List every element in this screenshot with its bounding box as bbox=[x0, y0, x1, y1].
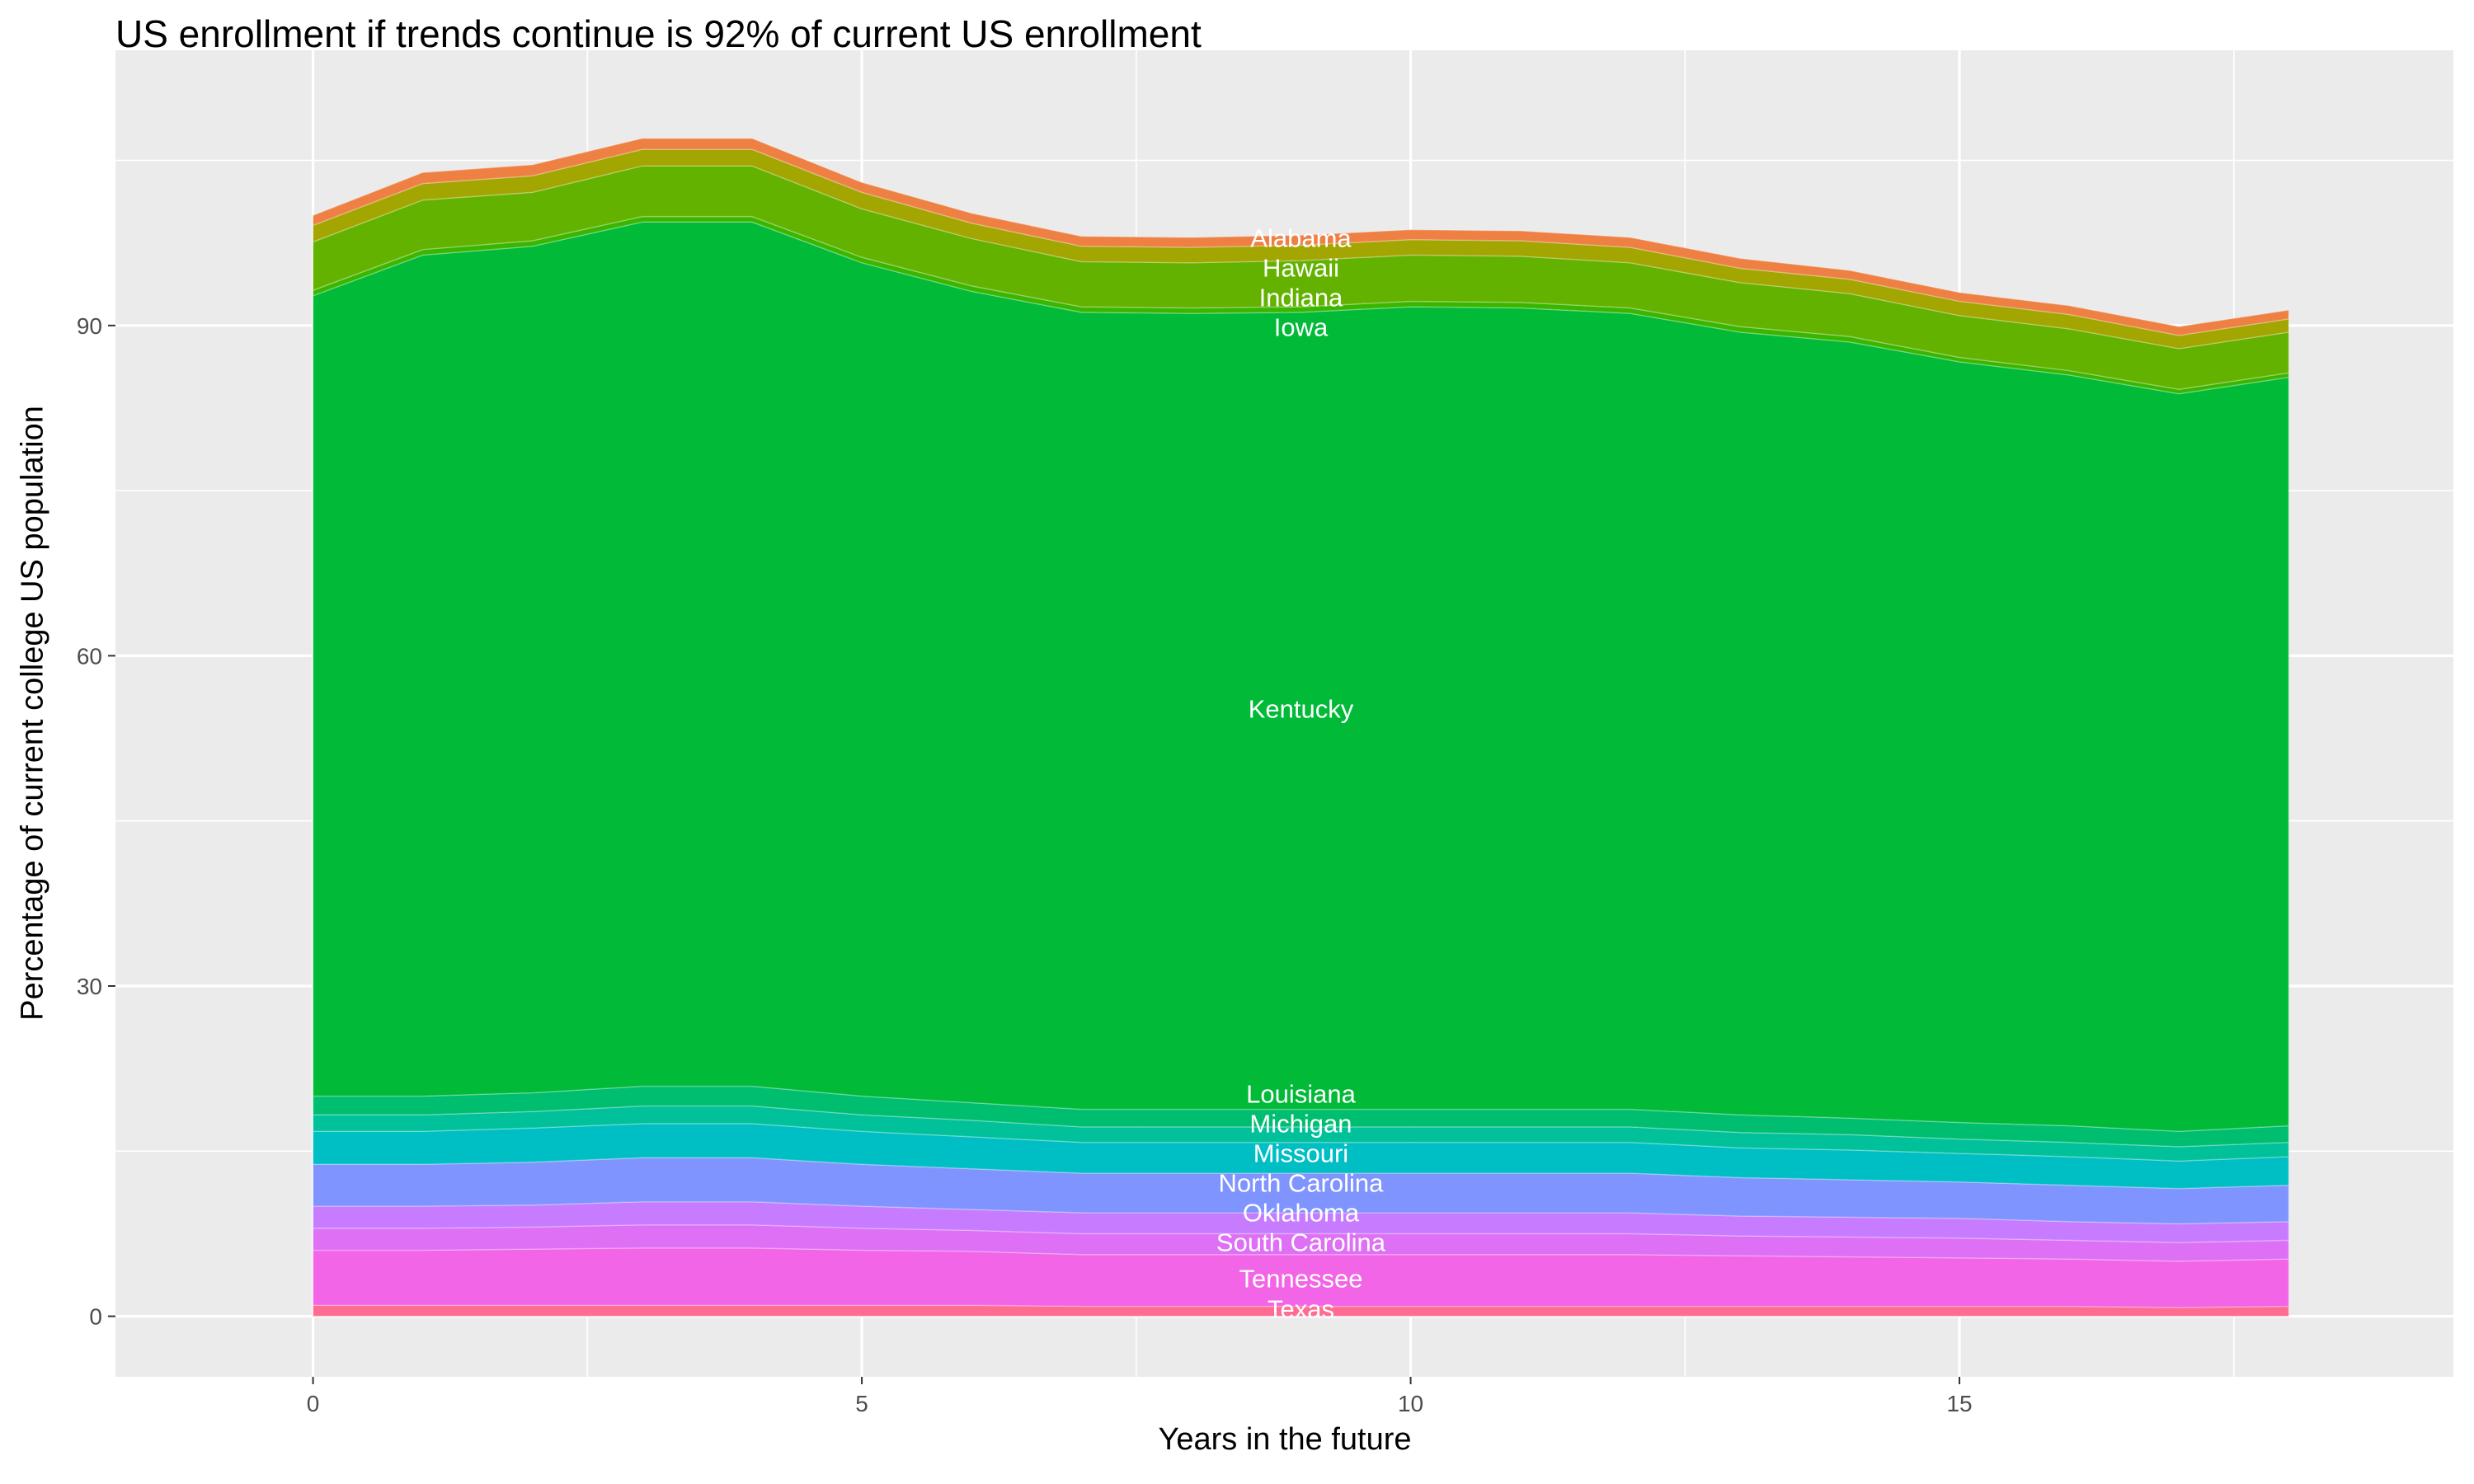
series-label: Missouri bbox=[1253, 1139, 1348, 1167]
y-tick-label: 90 bbox=[77, 313, 102, 339]
series-label: Indiana bbox=[1259, 284, 1343, 312]
x-axis-label: Years in the future bbox=[1158, 1422, 1412, 1457]
area-alabama bbox=[312, 138, 2290, 336]
series-label: Oklahoma bbox=[1243, 1198, 1360, 1227]
series-label: Iowa bbox=[1274, 313, 1329, 342]
series-label: South Carolina bbox=[1216, 1228, 1386, 1256]
series-label: North Carolina bbox=[1219, 1168, 1385, 1197]
chart-title: US enrollment if trends continue is 92% … bbox=[115, 12, 1202, 55]
series-label: Kentucky bbox=[1249, 694, 1354, 723]
series-label: Texas bbox=[1268, 1295, 1334, 1324]
area-tennessee bbox=[312, 1247, 2290, 1308]
series-label: Hawaii bbox=[1263, 254, 1339, 283]
area-texas bbox=[312, 1304, 2290, 1317]
x-tick-label: 10 bbox=[1398, 1391, 1423, 1416]
area-louisiana bbox=[312, 1085, 2290, 1148]
series-label: Michigan bbox=[1249, 1109, 1352, 1138]
series-label: Louisiana bbox=[1246, 1079, 1356, 1108]
x-tick-label: 15 bbox=[1946, 1391, 1972, 1416]
x-tick-label: 5 bbox=[855, 1391, 868, 1416]
series-label: Tennessee bbox=[1239, 1264, 1362, 1293]
y-tick-label: 30 bbox=[77, 974, 102, 999]
y-tick-label: 0 bbox=[89, 1304, 102, 1330]
series-label: Alabama bbox=[1250, 224, 1352, 253]
y-tick-label: 60 bbox=[77, 643, 102, 669]
x-tick-label: 0 bbox=[307, 1391, 320, 1416]
